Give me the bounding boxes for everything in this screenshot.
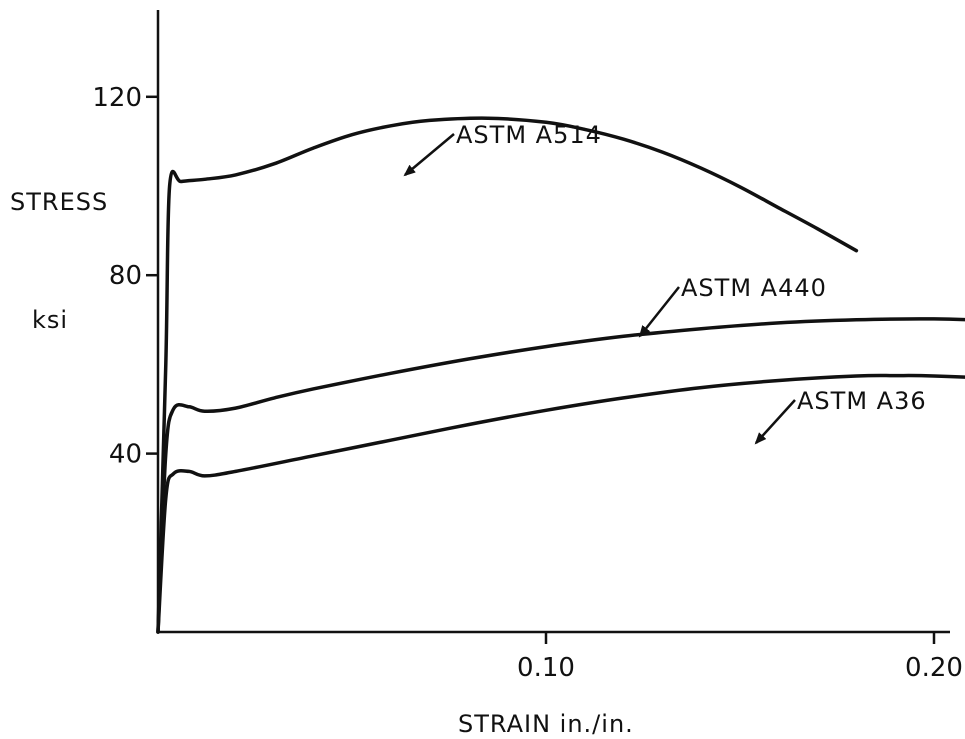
- axes: [156, 10, 950, 634]
- annotation-arrow: [638, 286, 680, 338]
- series-line-a36: [156, 373, 965, 634]
- annotation-arrow: [403, 133, 455, 177]
- annotation-arrow: [754, 399, 796, 445]
- series-line-a440: [156, 317, 965, 634]
- y-tick-label: 40: [109, 440, 142, 470]
- y-axis-unit-label: ksi: [32, 306, 68, 334]
- x-axis-label: STRAIN in./in.: [458, 710, 634, 738]
- y-tick-label: 80: [109, 261, 142, 291]
- annotation-a440: ASTM A440: [681, 274, 827, 302]
- annotation-layer: ASTM A514 ASTM A440 ASTM A36: [403, 121, 927, 445]
- series-layer: [156, 116, 965, 634]
- x-tick-label: 0.10: [517, 653, 575, 683]
- annotation-a36: ASTM A36: [797, 387, 927, 415]
- y-tick-label: 120: [92, 83, 142, 113]
- y-axis-label: STRESS: [10, 188, 108, 216]
- x-tick-label: 0.20: [905, 653, 963, 683]
- series-line-a514: [156, 116, 859, 634]
- annotation-a514: ASTM A514: [456, 121, 602, 149]
